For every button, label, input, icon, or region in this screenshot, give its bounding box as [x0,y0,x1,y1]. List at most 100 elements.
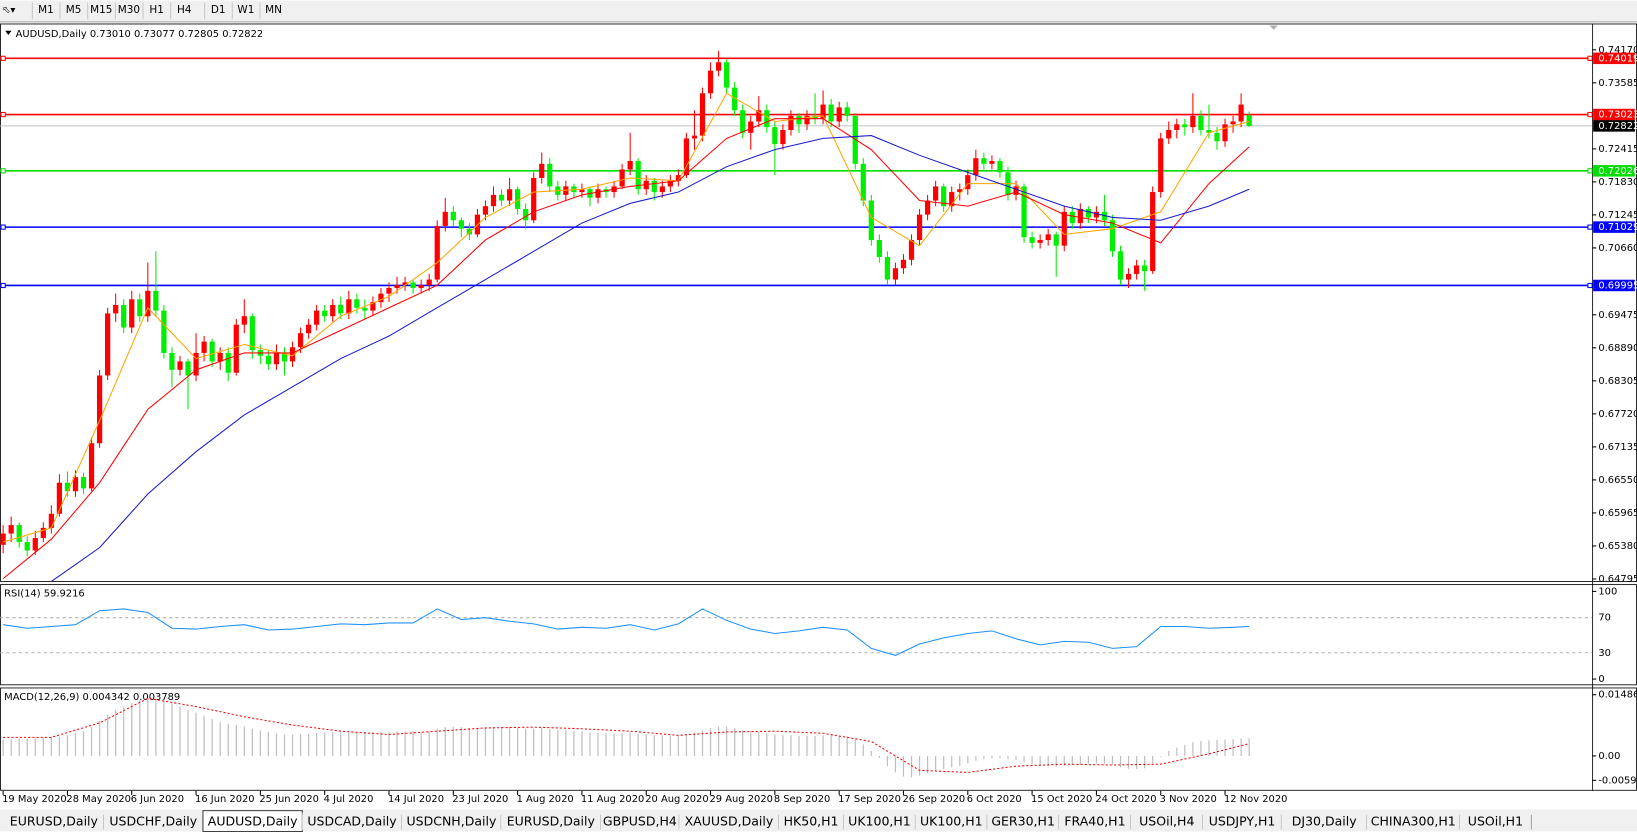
candle-body [297,333,304,348]
candle-body [498,194,505,201]
candle-body [900,259,907,269]
symbol: AUDUSD,Daily [16,29,87,40]
candle-body [804,115,810,125]
tab-label[interactable]: FRA40,H1 [1064,814,1125,829]
y-tick-label: 0.68305 [1598,376,1637,387]
tab-label[interactable]: USDCNH,Daily [406,814,496,829]
candle-body [539,163,545,178]
price-label: 0.72822 [1598,121,1637,132]
candle-body [289,347,296,362]
candle-body [1125,273,1132,280]
tab[interactable] [600,812,680,831]
tab-label[interactable]: AUDUSD,Daily [208,814,298,829]
candle-body [635,161,641,190]
low-value: 0.72805 [178,29,219,40]
tab[interactable] [1202,812,1282,831]
candle-body [217,352,223,362]
level-label-box [1593,108,1635,121]
tab[interactable] [501,812,601,831]
candle-body [40,527,46,539]
timeframe-button[interactable]: M5 [66,4,82,16]
y-tick-label: 0.71830 [1598,177,1637,188]
candle-body [619,169,625,187]
timeframe-button[interactable]: MN [265,4,282,16]
tab[interactable] [1059,812,1131,831]
candle-body [788,115,794,130]
tab[interactable] [1130,812,1203,831]
candle-body [884,256,891,280]
x-tick-label: 12 Nov 2020 [1224,794,1287,805]
level-handle [1587,55,1593,61]
candle-body [1029,237,1035,243]
candle-body [273,352,280,365]
tab-label[interactable]: CHINA300,H1 [1371,814,1456,829]
timeframe-button[interactable]: M15 [90,4,112,16]
tab[interactable] [302,812,402,831]
level-label: 0.72026 [1598,166,1637,177]
tab[interactable] [1459,812,1532,831]
level-label: 0.71029 [1598,222,1637,233]
tab[interactable] [1281,812,1368,831]
tab[interactable] [1367,812,1460,831]
tab[interactable] [679,812,779,831]
tab-label[interactable]: EURUSD,Daily [10,814,99,829]
y-tick-label: 0.67135 [1598,442,1637,453]
macd-signal [3,697,1250,773]
timeframe-button[interactable]: W1 [237,4,254,16]
candle-body [1077,208,1083,224]
tab-label[interactable]: GBPUSD,H4 [603,814,677,829]
candle-body [796,115,802,125]
x-tick-label: 15 Oct 2020 [1031,794,1092,805]
x-tick-label: 3 Nov 2020 [1160,794,1217,805]
candle-body [64,482,71,492]
tab[interactable] [778,812,844,831]
candle-body [48,513,54,528]
y-tick-label: 0.71245 [1598,210,1637,221]
y-tick-label: 0.70660 [1598,243,1637,254]
candle-body [699,93,706,136]
level-handle [0,168,6,174]
x-tick-label: 26 Sep 2020 [902,794,965,805]
toolbar-icon[interactable]: ⬁▾ [2,5,15,16]
candle-body [941,186,947,207]
tab-label[interactable]: UK100,H1 [920,814,983,829]
tab-label[interactable]: USDJPY,H1 [1209,814,1276,829]
tab[interactable] [103,812,203,831]
timeframe-button[interactable]: H4 [177,4,192,16]
candle-body [394,285,400,289]
timeframe-button[interactable]: H1 [149,4,164,16]
tab-label[interactable]: USOil,H1 [1468,814,1523,829]
timeframe-button[interactable]: M30 [118,4,140,16]
candle-body [531,177,537,221]
tab-label[interactable]: GER30,H1 [991,814,1055,829]
candle-body [201,341,207,353]
candle-body [957,189,963,193]
candle-body [989,161,995,164]
tab[interactable] [401,812,502,831]
tab[interactable] [987,812,1060,831]
tab-label[interactable]: UK100,H1 [848,814,911,829]
y-tick-label: 0.66550 [1598,475,1637,486]
candle-body [1045,234,1051,241]
candle-body [434,225,440,280]
timeframe-button[interactable]: D1 [211,4,226,16]
tab-label[interactable]: HK50,H1 [784,814,839,829]
timeframe-button[interactable]: M1 [38,4,54,16]
rsi-tick-label: 100 [1598,586,1617,597]
tab-label[interactable]: XAUUSD,Daily [685,814,774,829]
candle-body [490,194,497,207]
tab[interactable] [843,812,916,831]
candle-body [265,355,272,365]
candle-body [370,302,376,311]
tab[interactable] [4,812,104,831]
tab-label[interactable]: USDCHF,Daily [109,814,197,829]
tab-label[interactable]: DJ30,Daily [1292,814,1357,829]
tab[interactable] [915,812,988,831]
candle-body [113,304,119,314]
tab-label[interactable]: USDCAD,Daily [307,814,397,829]
candle-body [1093,211,1100,218]
tab-label[interactable]: EURUSD,Daily [507,814,596,829]
tab-label[interactable]: USOil,H4 [1139,814,1194,829]
x-tick-label: 17 Sep 2020 [838,794,901,805]
y-tick-label: 0.68890 [1598,343,1637,354]
